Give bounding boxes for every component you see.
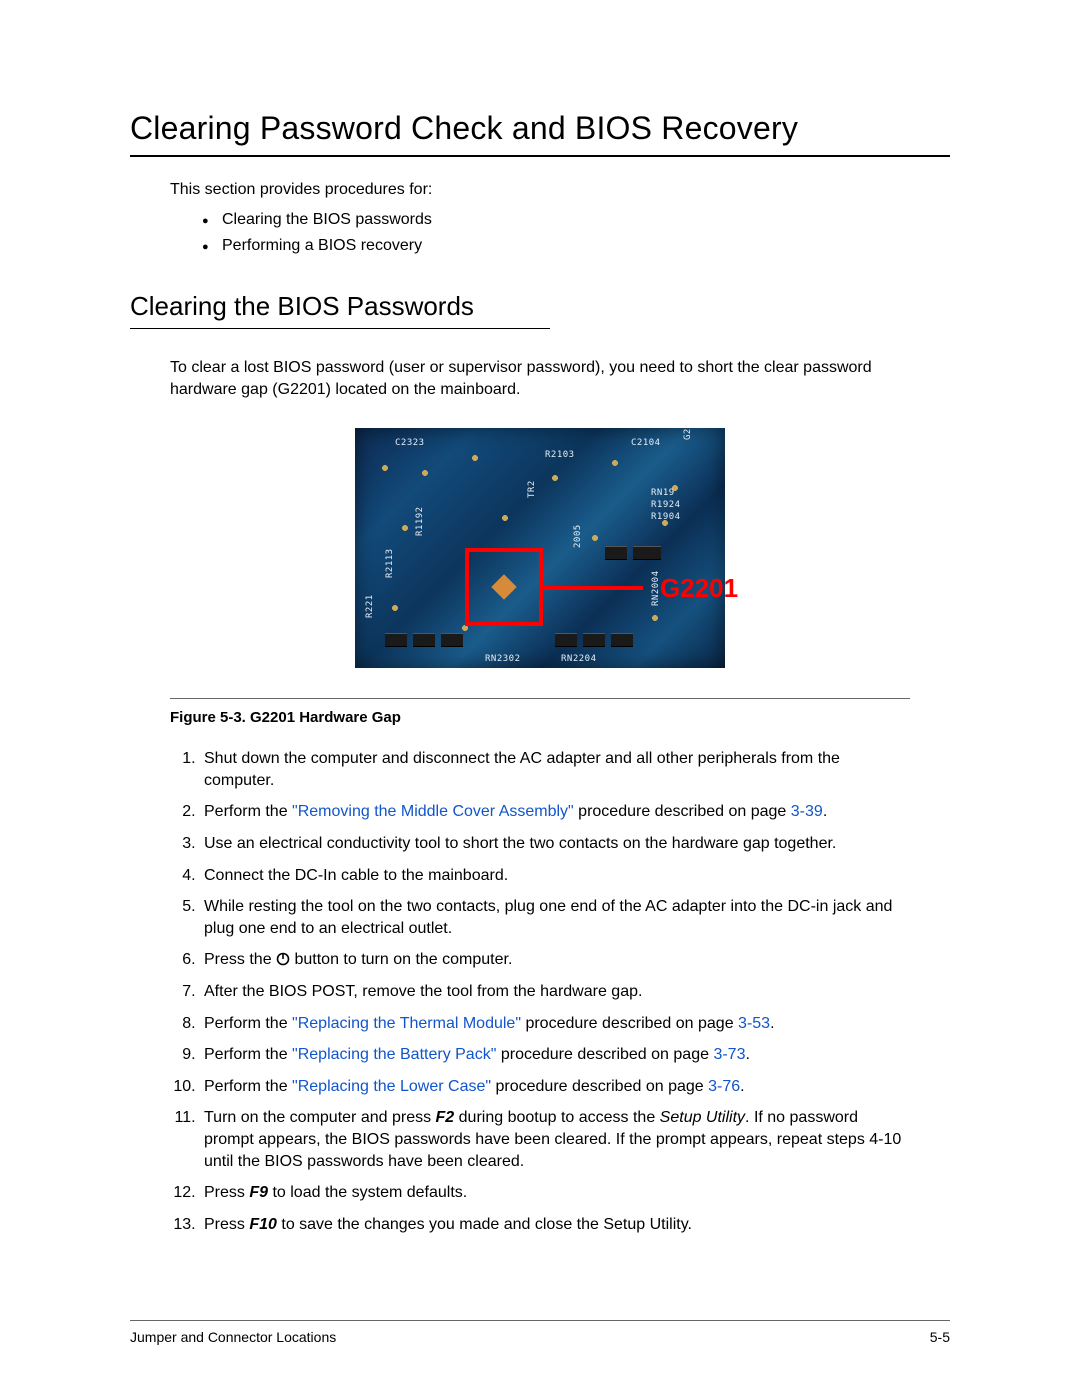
step-item: Perform the "Replacing the Lower Case" p… <box>200 1076 910 1098</box>
silkscreen-label: R2113 <box>385 549 395 579</box>
silkscreen-label: G2101 <box>683 428 693 440</box>
step-item: Use an electrical conductivity tool to s… <box>200 833 910 855</box>
title-rule <box>130 155 950 157</box>
procedure-steps: Shut down the computer and disconnect th… <box>170 748 910 1235</box>
step-item: Connect the DC-In cable to the mainboard… <box>200 865 910 887</box>
step-text: Turn on the computer and press <box>204 1109 436 1126</box>
key-name: F2 <box>436 1109 455 1126</box>
chip-row <box>555 633 633 647</box>
key-name: F10 <box>249 1216 277 1233</box>
cross-reference-link[interactable]: "Replacing the Lower Case" <box>292 1078 491 1095</box>
silkscreen-label: RN2302 <box>485 654 521 664</box>
section-paragraph: To clear a lost BIOS password (user or s… <box>170 357 910 400</box>
step-text: Perform the <box>204 1078 292 1095</box>
silkscreen-label: RN19 <box>651 488 675 498</box>
figure-callout-label: G2201 <box>660 573 738 604</box>
silkscreen-label: C2323 <box>395 438 425 448</box>
utility-name: Setup Utility <box>660 1109 745 1126</box>
step-item: Perform the "Replacing the Thermal Modul… <box>200 1013 910 1035</box>
step-item: After the BIOS POST, remove the tool fro… <box>200 981 910 1003</box>
step-text: procedure described on page <box>491 1078 708 1095</box>
step-item: While resting the tool on the two contac… <box>200 896 910 939</box>
step-text: Press <box>204 1216 249 1233</box>
footer-section-title: Jumper and Connector Locations <box>130 1329 336 1345</box>
step-item: Turn on the computer and press F2 during… <box>200 1107 910 1172</box>
bullet-item: Performing a BIOS recovery <box>202 237 950 255</box>
figure-rule <box>170 698 910 699</box>
bullet-item: Clearing the BIOS passwords <box>202 211 950 229</box>
step-text: procedure described on page <box>521 1015 738 1032</box>
page-reference-link[interactable]: 3-39 <box>791 803 823 820</box>
subtitle-rule <box>130 328 550 329</box>
cross-reference-link[interactable]: "Removing the Middle Cover Assembly" <box>292 803 574 820</box>
figure-caption: Figure 5-3. G2201 Hardware Gap <box>170 709 910 726</box>
step-text: during bootup to access the <box>454 1109 659 1126</box>
silkscreen-label: R1192 <box>415 507 425 537</box>
intro-bullets: Clearing the BIOS passwords Performing a… <box>202 211 950 255</box>
step-text: to load the system defaults. <box>268 1184 467 1201</box>
page-reference-link[interactable]: 3-76 <box>708 1078 740 1095</box>
silkscreen-label: TR2 <box>527 480 537 498</box>
silkscreen-label: R2103 <box>545 450 575 460</box>
footer-page-number: 5-5 <box>930 1329 950 1345</box>
step-text: Press the <box>204 951 276 968</box>
step-text: procedure described on page <box>496 1046 713 1063</box>
intro-text: This section provides procedures for: <box>170 181 950 199</box>
silkscreen-label: C2104 <box>631 438 661 448</box>
figure-container: C2323 R2103 C2104 G2101 RN19 R1924 R1904… <box>130 428 950 668</box>
step-text: Perform the <box>204 803 292 820</box>
step-text: Press <box>204 1184 249 1201</box>
page-footer: Jumper and Connector Locations 5-5 <box>130 1320 950 1345</box>
section-subtitle: Clearing the BIOS Passwords <box>130 291 950 322</box>
leader-line <box>543 586 643 590</box>
step-item: Press F10 to save the changes you made a… <box>200 1214 910 1236</box>
key-name: F9 <box>249 1184 268 1201</box>
step-text: Perform the <box>204 1046 292 1063</box>
step-item: Press the button to turn on the computer… <box>200 949 910 971</box>
step-item: Perform the "Replacing the Battery Pack"… <box>200 1044 910 1066</box>
silkscreen-label: R221 <box>365 595 375 619</box>
silkscreen-label: R1924 <box>651 500 681 510</box>
page-title: Clearing Password Check and BIOS Recover… <box>130 110 950 147</box>
silkscreen-label: 2005 <box>573 525 583 549</box>
highlight-box <box>465 548 543 626</box>
cross-reference-link[interactable]: "Replacing the Thermal Module" <box>292 1015 521 1032</box>
chip-row <box>385 633 463 647</box>
pcb-image: C2323 R2103 C2104 G2101 RN19 R1924 R1904… <box>355 428 725 668</box>
chip-row <box>605 546 661 560</box>
power-icon <box>276 952 290 966</box>
cross-reference-link[interactable]: "Replacing the Battery Pack" <box>292 1046 496 1063</box>
page-reference-link[interactable]: 3-53 <box>738 1015 770 1032</box>
step-text: to save the changes you made and close t… <box>277 1216 692 1233</box>
silkscreen-label: R1904 <box>651 512 681 522</box>
step-text: Perform the <box>204 1015 292 1032</box>
page-reference-link[interactable]: 3-73 <box>713 1046 745 1063</box>
step-item: Perform the "Removing the Middle Cover A… <box>200 801 910 823</box>
step-item: Press F9 to load the system defaults. <box>200 1182 910 1204</box>
step-text: procedure described on page <box>574 803 791 820</box>
silkscreen-label: RN2204 <box>561 654 597 664</box>
step-item: Shut down the computer and disconnect th… <box>200 748 910 791</box>
step-text: button to turn on the computer. <box>290 951 512 968</box>
